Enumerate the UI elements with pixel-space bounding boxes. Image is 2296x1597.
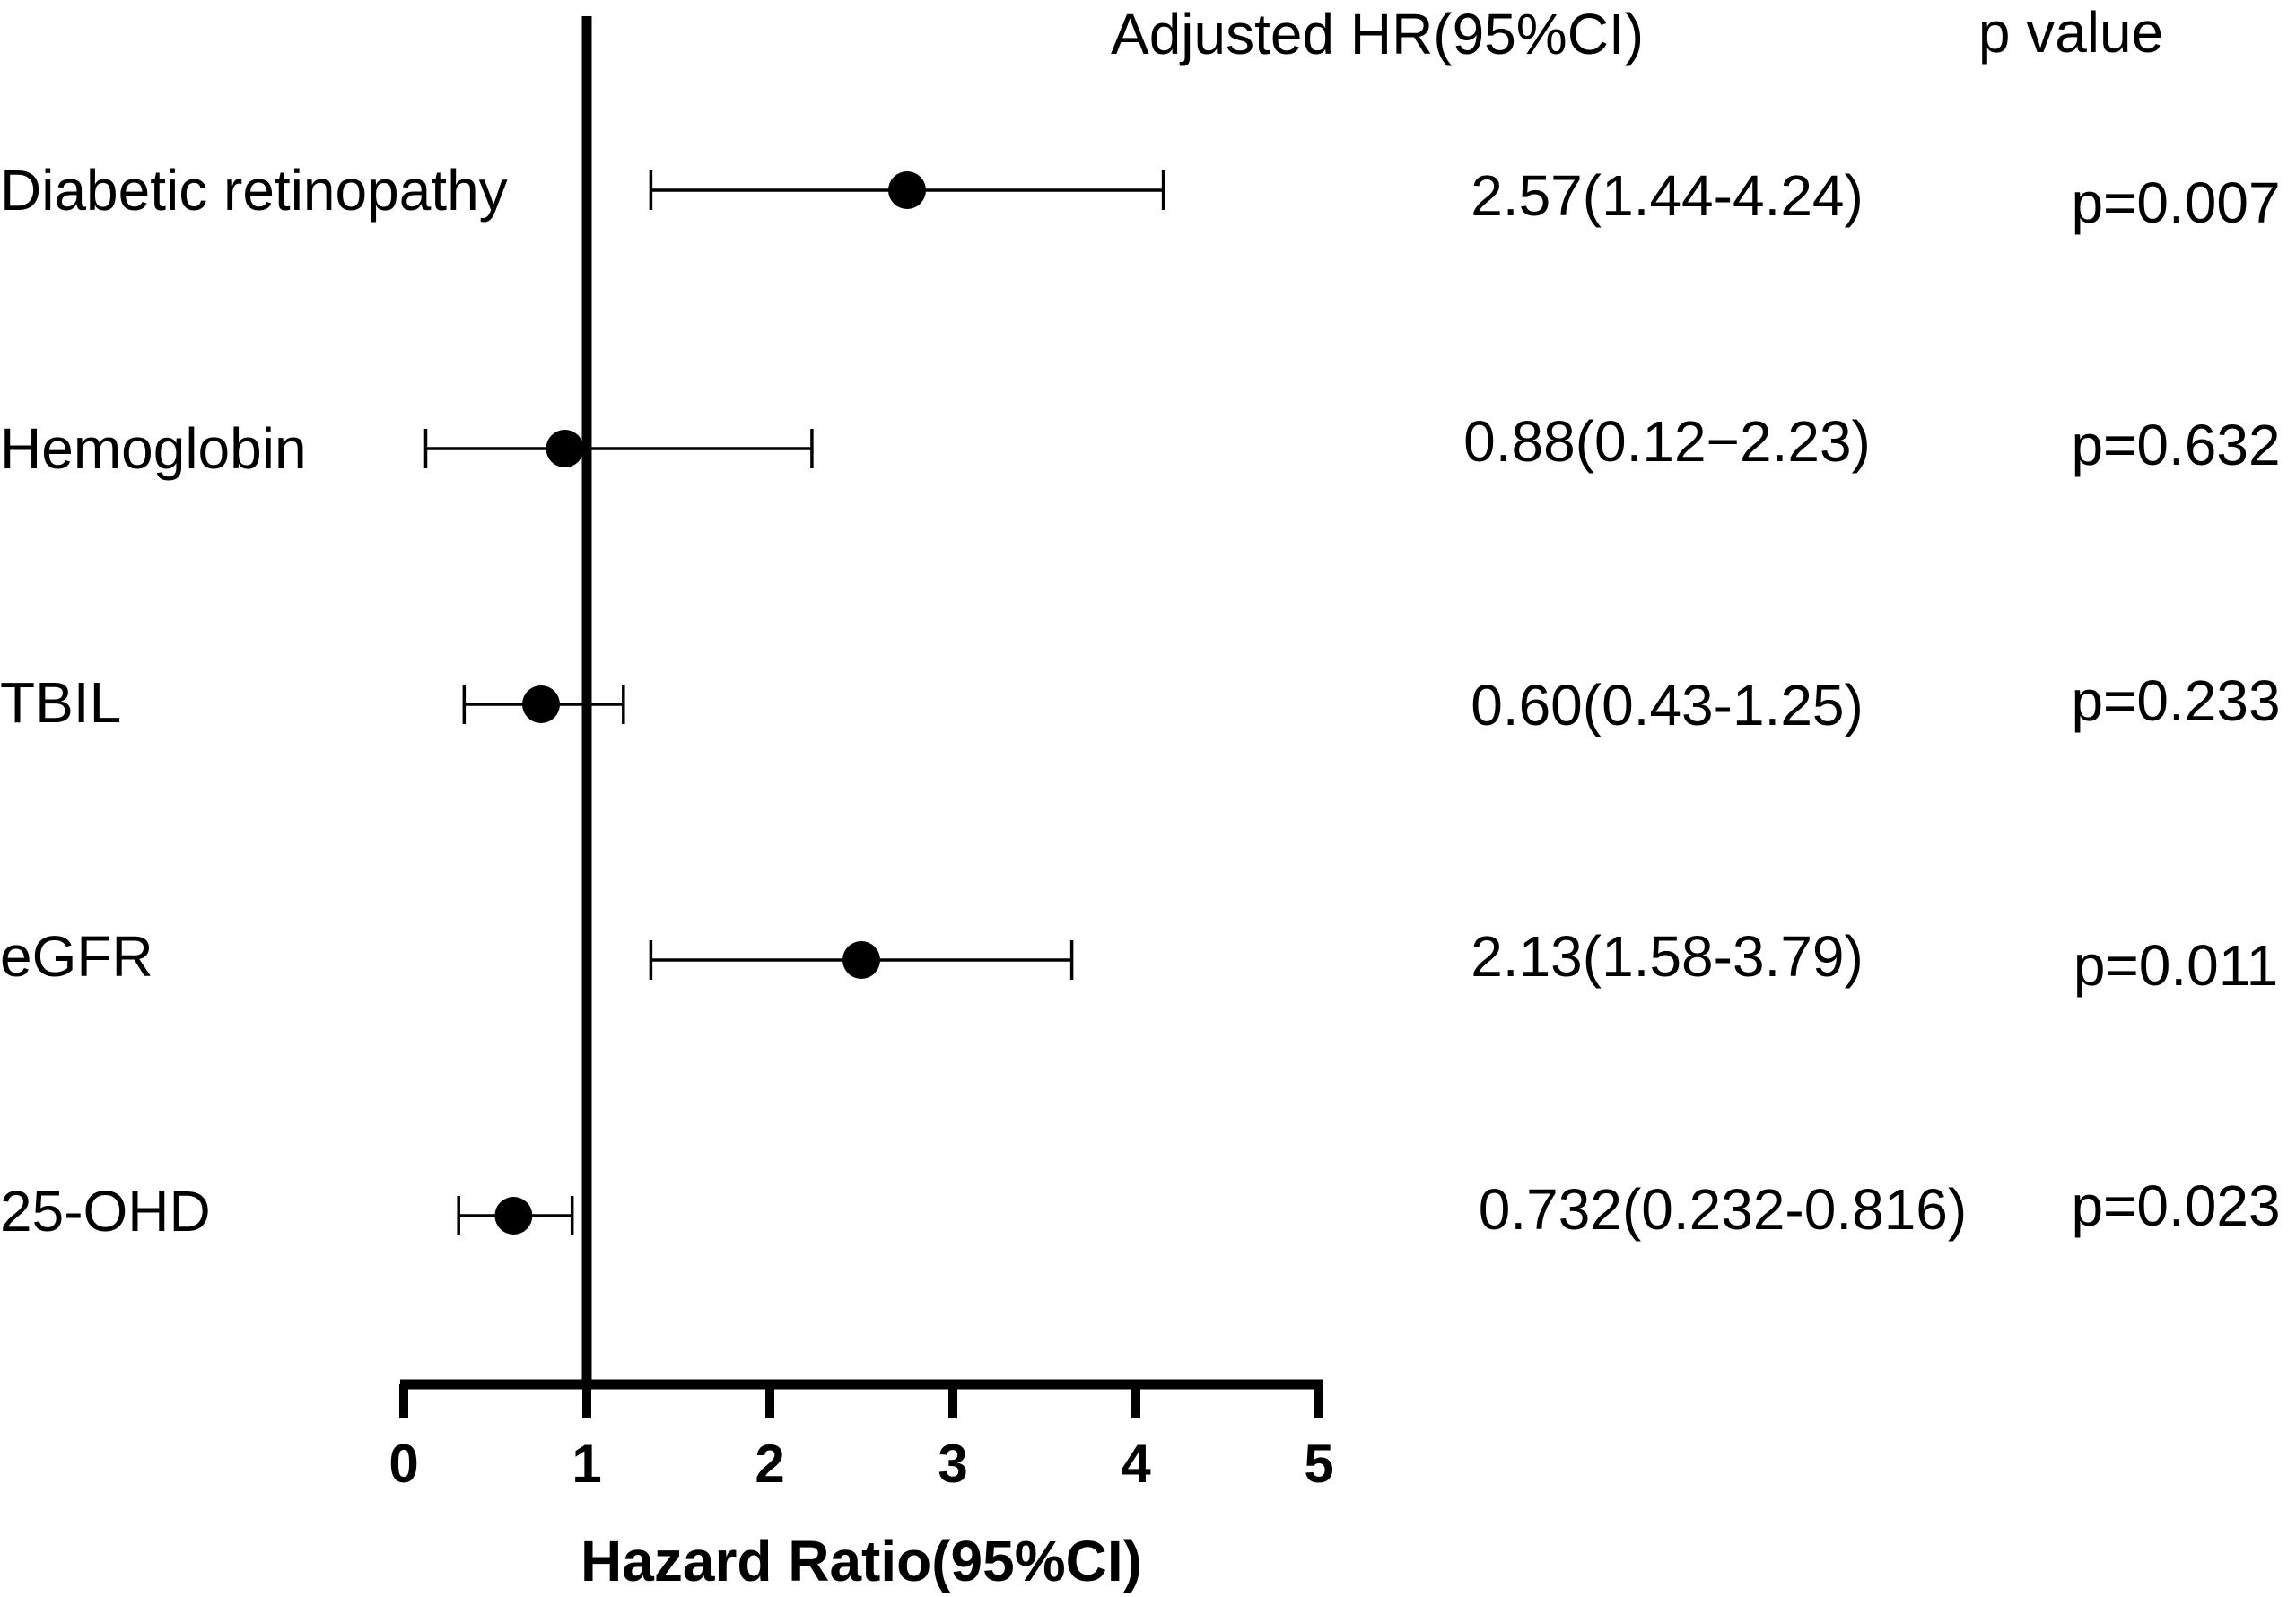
hr-value: 0.732(0.232-0.816) bbox=[1479, 1177, 1967, 1242]
x-axis: 0 1 2 3 4 5 bbox=[388, 1379, 1334, 1494]
point-estimate bbox=[842, 941, 880, 979]
hr-value: 0.60(0.43-1.25) bbox=[1471, 673, 1864, 737]
forest-row: TBIL 0.60(0.43-1.25) p=0.233 bbox=[0, 668, 2281, 737]
p-value: p=0.023 bbox=[2071, 1174, 2280, 1238]
point-estimate bbox=[522, 685, 560, 723]
p-value: p=0.632 bbox=[2071, 413, 2280, 477]
forest-rows: Diabetic retinopathy 2.57(1.44-4.24) p=0.0… bbox=[0, 158, 2281, 1244]
hr-value: 2.13(1.58-3.79) bbox=[1471, 924, 1864, 989]
row-label: eGFR bbox=[0, 924, 153, 989]
x-tick-label: 4 bbox=[1121, 1434, 1151, 1494]
point-estimate bbox=[494, 1197, 533, 1235]
hr-value: 2.57(1.44-4.24) bbox=[1471, 163, 1864, 228]
x-tick-label: 0 bbox=[388, 1434, 418, 1494]
x-tick-label: 2 bbox=[755, 1434, 784, 1494]
x-axis-title: Hazard Ratio(95%CI) bbox=[581, 1529, 1142, 1593]
row-label: Diabetic retinopathy bbox=[0, 158, 508, 223]
forest-row: eGFR 2.13(1.58-3.79) p=0.011 bbox=[0, 924, 2278, 998]
point-estimate bbox=[888, 171, 926, 209]
row-label: TBIL bbox=[0, 670, 121, 735]
x-tick-label: 3 bbox=[938, 1434, 967, 1494]
forest-row: 25-OHD 0.732(0.232-0.816) p=0.023 bbox=[0, 1174, 2281, 1244]
x-tick-label: 5 bbox=[1304, 1434, 1333, 1494]
hr-column-header: Adjusted HR(95%CI) bbox=[1111, 2, 1644, 66]
p-value: p=0.233 bbox=[2071, 668, 2280, 733]
p-value: p=0.011 bbox=[2073, 933, 2278, 998]
point-estimate bbox=[546, 430, 584, 467]
hr-value: 0.88(0.12−2.23) bbox=[1463, 409, 1871, 474]
row-label: 25-OHD bbox=[0, 1179, 211, 1244]
forest-row: Hemoglobin 0.88(0.12−2.23) p=0.632 bbox=[0, 409, 2281, 481]
x-tick-label: 1 bbox=[572, 1434, 601, 1494]
forest-row: Diabetic retinopathy 2.57(1.44-4.24) p=0.0… bbox=[0, 158, 2281, 235]
p-value: p=0.007 bbox=[2071, 170, 2280, 235]
row-label: Hemoglobin bbox=[0, 416, 307, 481]
p-column-header: p value bbox=[1978, 0, 2163, 65]
